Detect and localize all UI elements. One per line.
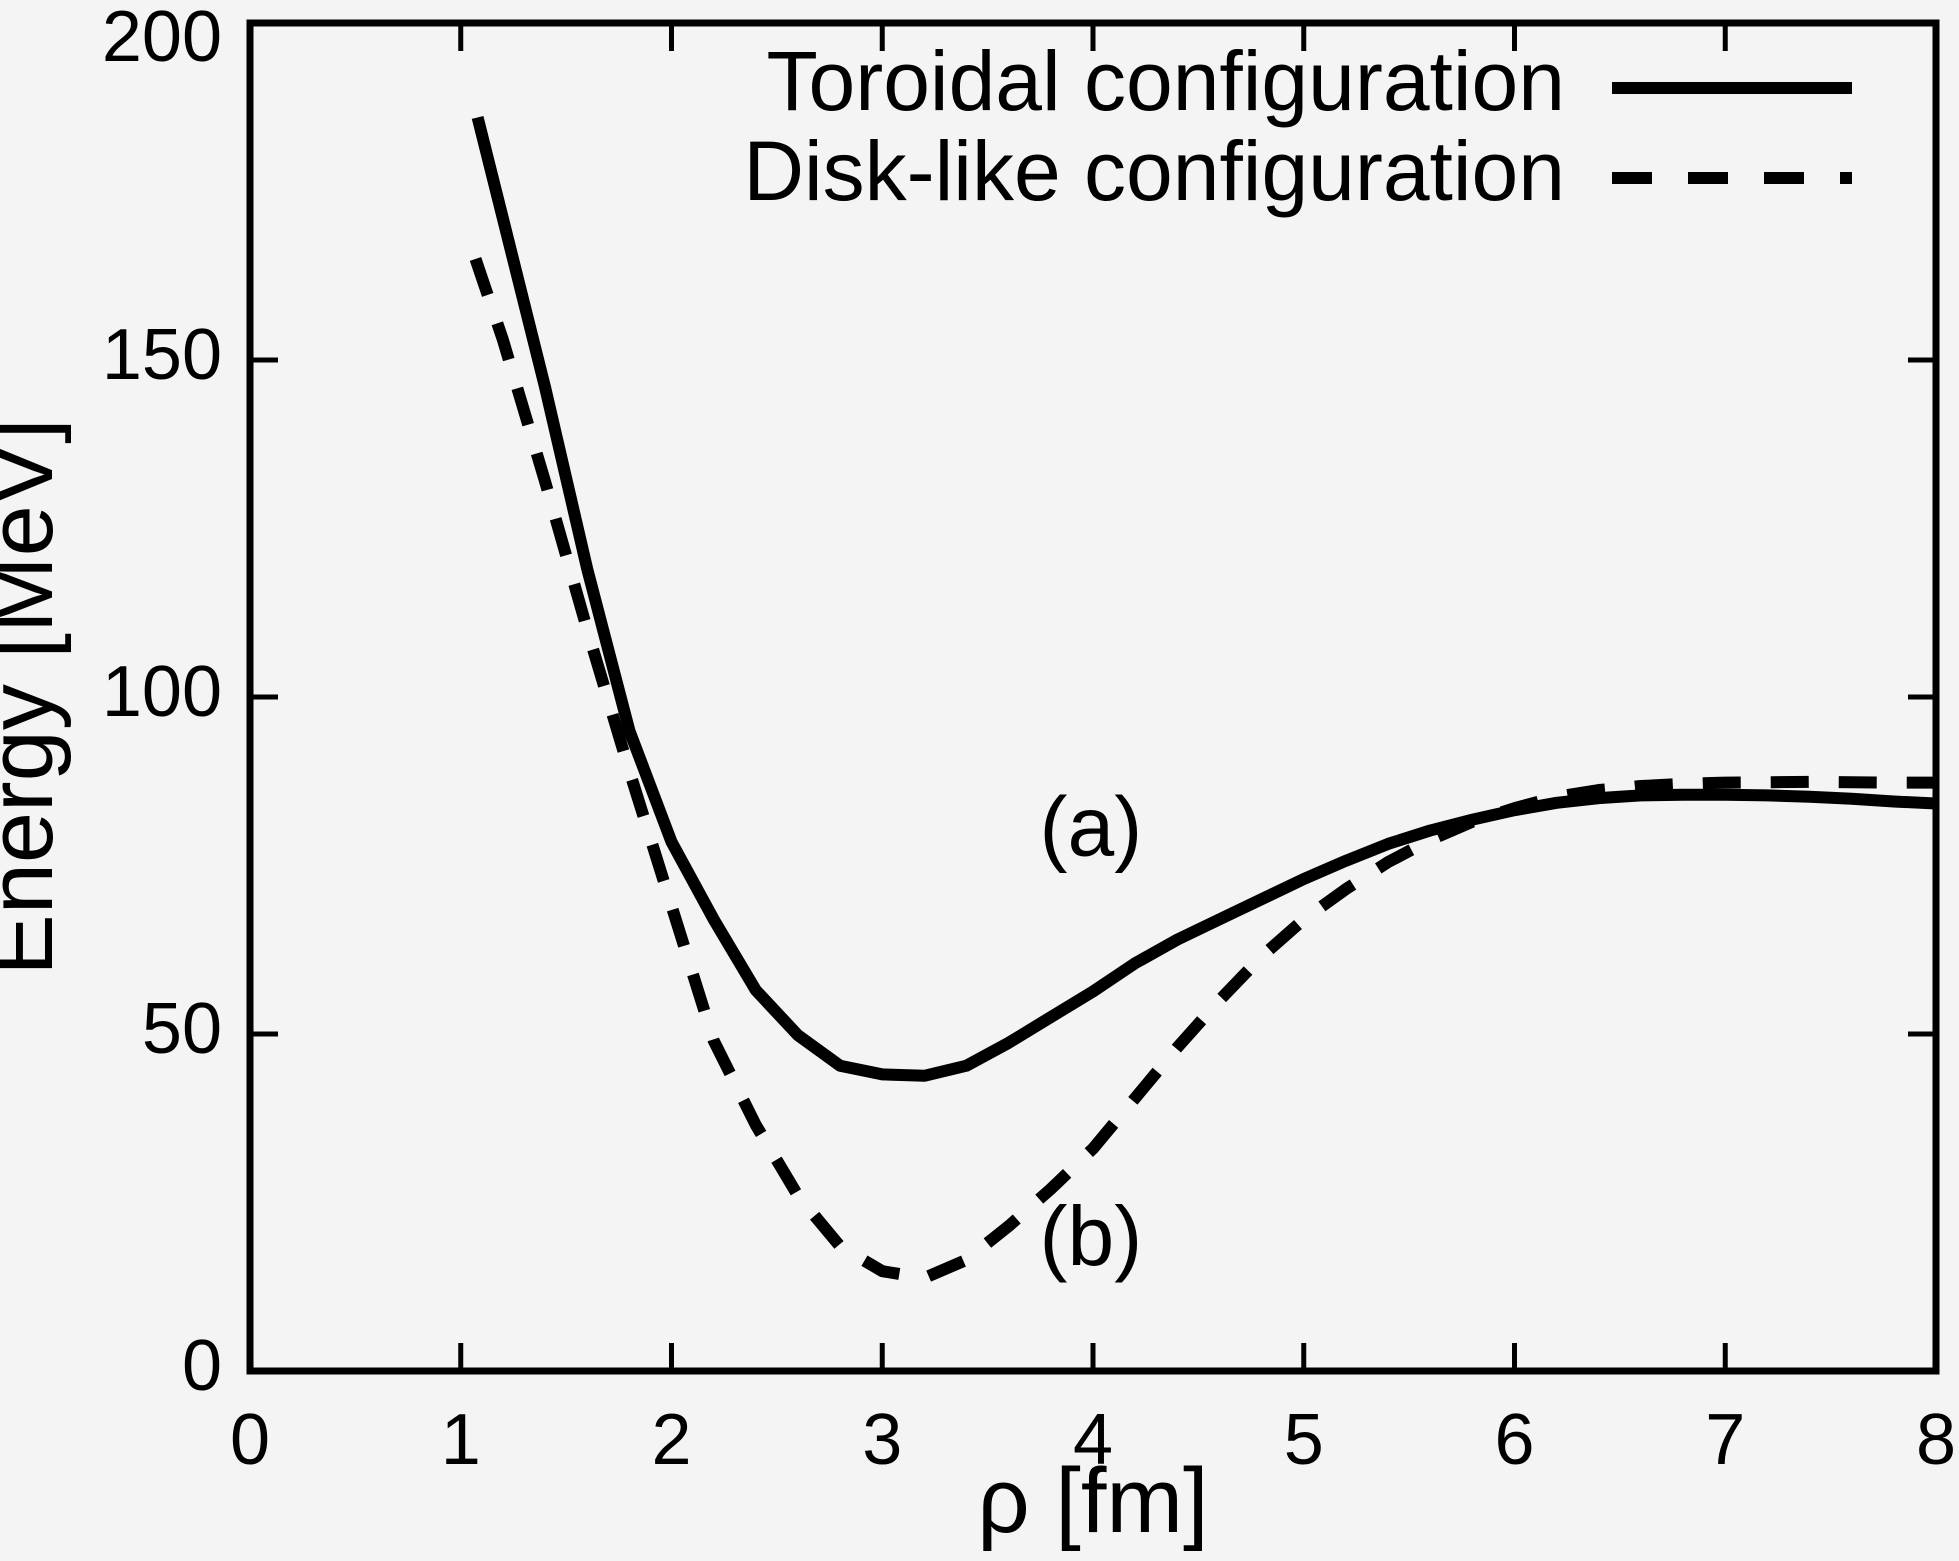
x-tick-label: 4 — [1073, 1400, 1113, 1480]
disk-like-configuration-curve — [469, 256, 1936, 1284]
x-tick-label: 8 — [1916, 1400, 1956, 1480]
y-tick-label: 100 — [102, 652, 222, 732]
y-axis-title: Energy [MeV] — [0, 418, 72, 975]
y-tick-label: 200 — [102, 0, 222, 77]
curve-annotation-b: (b) — [1040, 1189, 1143, 1283]
plot-frame — [246, 19, 1940, 1375]
x-tick-label: 5 — [1284, 1400, 1324, 1480]
legend-label: Disk-like configuration — [743, 124, 1565, 218]
x-tick-label: 1 — [441, 1400, 481, 1480]
y-tick-label: 150 — [102, 315, 222, 395]
x-tick-label: 7 — [1705, 1400, 1745, 1480]
plot-frame-layer — [246, 19, 1940, 1375]
curve-annotation-a: (a) — [1040, 779, 1143, 873]
x-tick-label: 0 — [230, 1400, 270, 1480]
annotations-layer: (a) (b) — [1040, 779, 1143, 1283]
legend-entry: Toroidal configuration — [767, 34, 1852, 128]
x-tick-label: 2 — [651, 1400, 691, 1480]
toroidal-configuration-curve — [471, 115, 1937, 1082]
x-tick-label: 3 — [862, 1400, 902, 1480]
curves-layer — [469, 115, 1937, 1284]
y-tick-label: 50 — [142, 989, 222, 1069]
y-tick-label: 0 — [182, 1326, 222, 1406]
x-axis-title: ρ [fm] — [977, 1450, 1208, 1552]
x-tick-label: 6 — [1494, 1400, 1534, 1480]
legend-entry: Disk-like configuration — [743, 124, 1852, 218]
legend-label: Toroidal configuration — [767, 34, 1566, 128]
